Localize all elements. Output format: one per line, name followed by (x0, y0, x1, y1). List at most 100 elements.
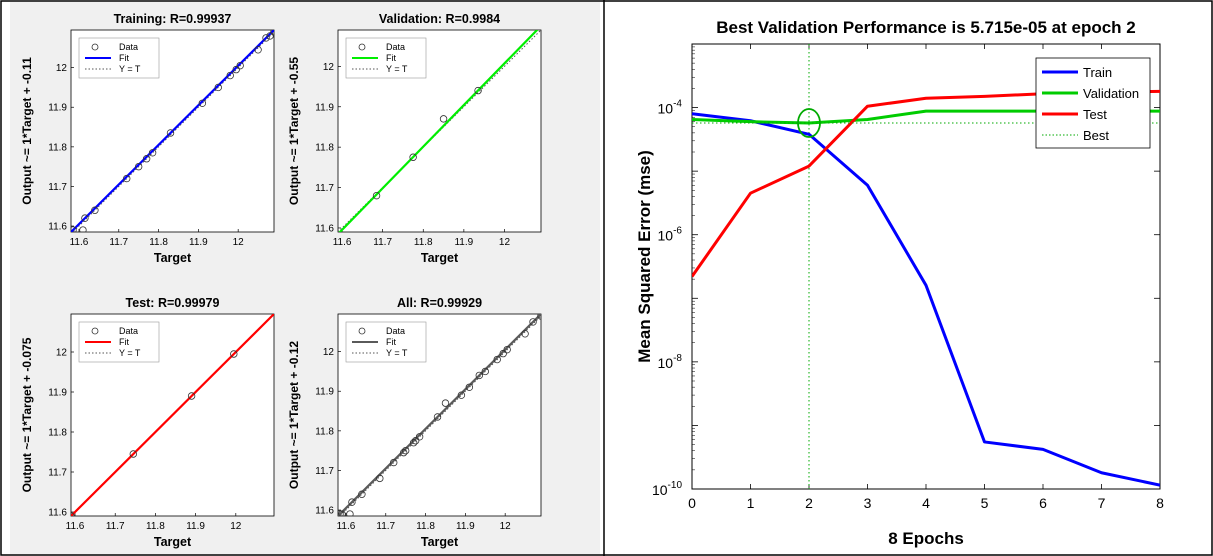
data-point (390, 458, 398, 467)
x-tick-label: 4 (922, 495, 930, 511)
data-point (71, 226, 77, 232)
plot-content (71, 30, 274, 232)
x-tick-label: 11.9 (186, 521, 205, 532)
data-point (409, 439, 418, 447)
legend-data-label: Data (386, 326, 405, 336)
data-point (358, 490, 366, 498)
x-axis-label: Target (154, 251, 192, 265)
data-point (187, 392, 196, 400)
y-axis-label: Output ~= 1*Target + -0.55 (287, 57, 301, 205)
regression-panel-3: Test: R=0.99979 Target Output ~= 1*Target … (20, 296, 275, 549)
data-point (148, 149, 157, 157)
y-tick-exponent: -6 (673, 226, 682, 237)
legend-fit-label: Fit (119, 53, 129, 63)
data-point (503, 345, 511, 354)
data-point (499, 349, 507, 358)
data-point (254, 46, 262, 54)
y-tick-label: 11.9 (315, 102, 334, 113)
y-tick-label: 12 (323, 62, 335, 73)
data-point (457, 391, 466, 399)
legend-data-label: Data (119, 42, 138, 52)
data-point (232, 65, 240, 74)
legend-data-label: Data (119, 326, 138, 336)
y-tick-exponent: -4 (673, 99, 682, 110)
x-tick-label: 5 (981, 495, 989, 511)
data-point (198, 99, 207, 107)
legend-identity-label: Y = T (119, 348, 141, 358)
legend-data-marker (91, 327, 99, 335)
legend-identity-label: Y = T (386, 64, 408, 74)
y-tick-base: 10 (658, 228, 674, 244)
data-point (91, 206, 99, 214)
x-tick-label: 11.6 (333, 237, 352, 248)
x-tick-label: 12 (233, 237, 245, 248)
y-tick-label: 11.8 (48, 428, 67, 439)
plot-content (71, 314, 274, 516)
data-point (493, 355, 501, 364)
y-tick-label: 11.6 (48, 222, 67, 233)
legend-data-marker (358, 43, 366, 51)
x-tick-label: 11.6 (66, 521, 85, 532)
y-tick-base: 10 (658, 101, 674, 117)
y-tick-label: 12 (323, 347, 335, 358)
data-point (441, 399, 450, 407)
y-tick-label: 11.8 (48, 142, 67, 153)
y-tick-label: 11.6 (48, 508, 67, 519)
x-axis-label: 8 Epochs (888, 529, 964, 548)
data-point (230, 350, 238, 358)
y-tick-label: 11.7 (48, 182, 67, 193)
plot-content (338, 30, 541, 232)
y-axis-label: Output ~= 1*Target + -0.075 (20, 337, 34, 492)
data-point (129, 450, 138, 458)
y-tick-label: 11.6 (315, 506, 334, 517)
data-point (134, 162, 143, 171)
y-tick-label: 10-4 (658, 99, 683, 117)
x-tick-label: 2 (805, 495, 813, 511)
data-point (81, 214, 89, 222)
data-point (236, 61, 244, 70)
legend-label-test: Test (1083, 107, 1107, 122)
y-axis-label: Output ~= 1*Target + -0.11 (20, 57, 34, 205)
data-point (411, 437, 420, 445)
legend-identity-label: Y = T (386, 348, 408, 358)
x-tick-label: 8 (1156, 495, 1164, 511)
x-tick-label: 11.9 (189, 237, 208, 248)
legend-fit-label: Fit (386, 53, 396, 63)
y-tick-label: 12 (56, 63, 68, 74)
y-axis-label: Output ~= 1*Target + -0.12 (287, 341, 301, 489)
y-tick-base: 10 (652, 482, 668, 498)
x-tick-label: 12 (500, 521, 512, 532)
legend-fit-label: Fit (386, 337, 396, 347)
x-tick-label: 12 (230, 521, 242, 532)
legend-label-best: Best (1083, 128, 1109, 143)
y-tick-label: 10-6 (658, 226, 683, 244)
data-point (481, 367, 489, 376)
x-tick-label: 12 (499, 237, 511, 248)
y-tick-label: 11.9 (48, 103, 67, 114)
regression-panel-2: Validation: R=0.9984 Target Output ~= 1*Ta… (287, 12, 542, 265)
y-axis-label: Mean Squared Error (mse) (635, 150, 654, 363)
panel-title: Test: R=0.99979 (126, 296, 220, 310)
y-tick-label: 10-8 (658, 353, 683, 371)
data-point (123, 174, 131, 183)
x-tick-label: 11.6 (70, 237, 89, 248)
data-point (475, 371, 484, 380)
x-tick-label: 11.8 (414, 237, 433, 248)
best-point-marker (797, 108, 821, 138)
data-point (79, 226, 87, 232)
data-point (415, 433, 424, 441)
y-tick-label: 11.8 (315, 143, 334, 154)
legend-identity-label: Y = T (119, 64, 141, 74)
data-point (474, 86, 482, 95)
data-point (529, 318, 537, 326)
performance-plot: Best Validation Performance is 5.715e-05… (635, 18, 1164, 548)
data-point (409, 153, 417, 161)
data-point (399, 448, 408, 457)
data-point (338, 510, 344, 516)
panel-title: Training: R=0.99937 (114, 12, 232, 26)
regression-panels: Training: R=0.99937 Target Output ~= 1*Tar… (20, 12, 542, 549)
x-axis-label: Target (154, 535, 192, 549)
x-tick-label: 11.8 (416, 521, 435, 532)
legend-fit-label: Fit (119, 337, 129, 347)
